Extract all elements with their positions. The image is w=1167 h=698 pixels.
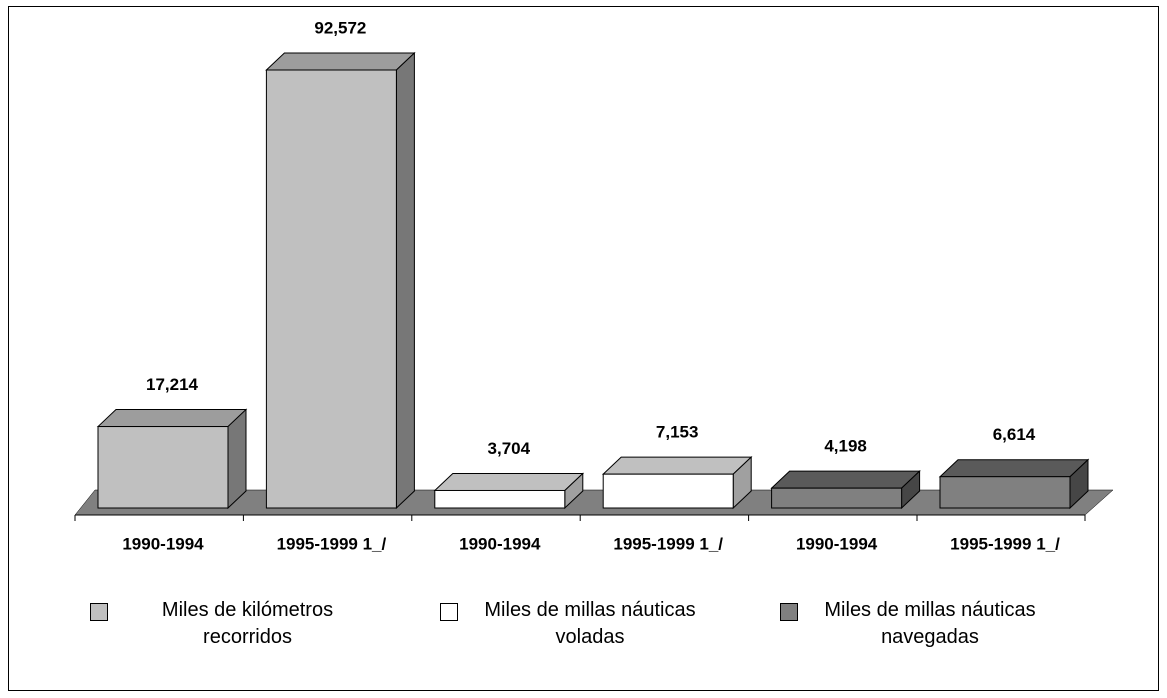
chart-border xyxy=(8,6,1159,691)
value-label: 92,572 xyxy=(314,18,366,37)
bar xyxy=(602,473,734,509)
bar-top xyxy=(433,472,585,491)
x-tick-label: 1990-1994 xyxy=(796,534,878,553)
bar xyxy=(265,69,397,509)
legend-label: Miles de kilómetros recorridos xyxy=(161,599,334,648)
bar xyxy=(771,487,903,509)
bar-side xyxy=(395,51,415,510)
legend-swatch xyxy=(440,603,458,621)
legend-swatch xyxy=(90,603,108,621)
bar-top xyxy=(265,52,416,71)
value-label: 7,153 xyxy=(656,423,699,442)
bar-side xyxy=(227,408,247,510)
legend-label: Miles de millas náuticas navegadas xyxy=(824,599,1036,648)
bar-top xyxy=(770,470,921,489)
bar-top xyxy=(938,459,1090,478)
x-tick-label: 1995-1999 1_/ xyxy=(950,534,1060,553)
bar xyxy=(939,476,1071,509)
bar-top xyxy=(601,456,753,475)
x-tick-label: 1995-1999 1_/ xyxy=(277,534,387,553)
bar-top xyxy=(96,409,248,428)
bar xyxy=(434,489,566,509)
value-label: 4,198 xyxy=(824,437,867,456)
legend-label: Miles de millas náuticas voladas xyxy=(484,599,696,648)
value-label: 6,614 xyxy=(993,425,1036,444)
x-tick-label: 1990-1994 xyxy=(122,534,204,553)
legend-swatch xyxy=(780,603,798,621)
x-tick-label: 1990-1994 xyxy=(459,534,541,553)
x-tick-label: 1995-1999 1_/ xyxy=(613,534,723,553)
value-label: 3,704 xyxy=(488,439,531,458)
bar xyxy=(97,426,229,509)
value-label: 17,214 xyxy=(146,375,199,394)
